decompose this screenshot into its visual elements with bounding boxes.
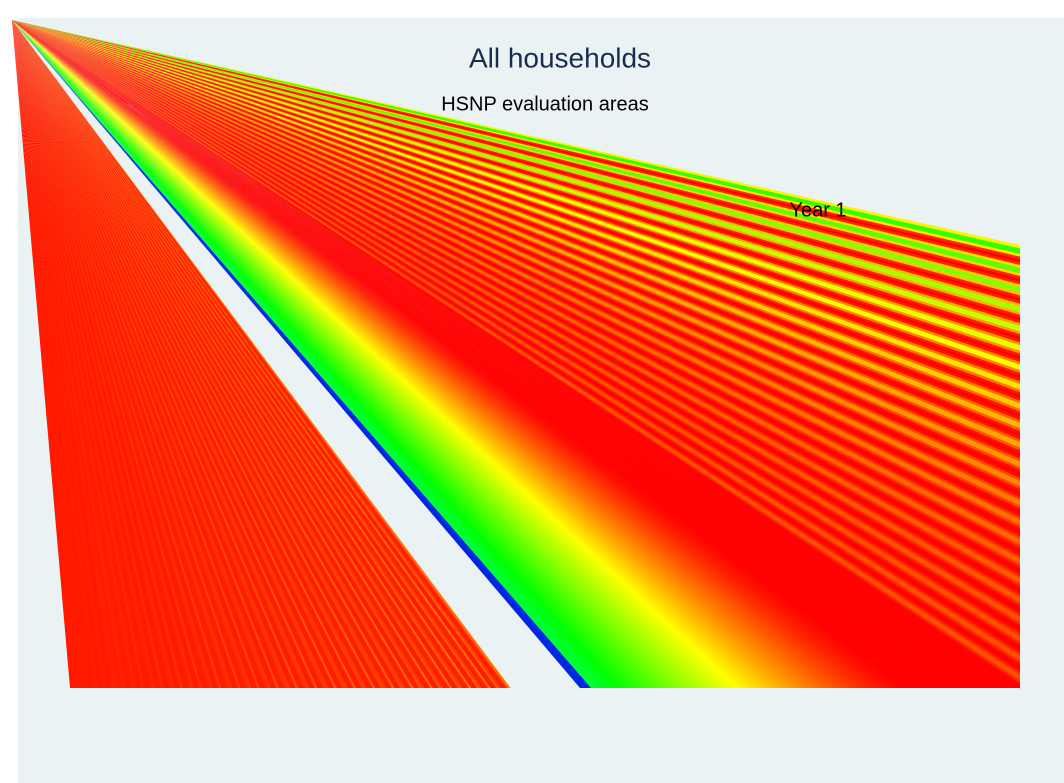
annotation: Year 1 (789, 199, 846, 221)
chart: All households HSNP evaluation areas Yea… (0, 0, 1064, 783)
chart-title: All households (469, 42, 651, 73)
page: All households HSNP evaluation areas Yea… (0, 0, 1064, 783)
chart-subtitle: HSNP evaluation areas (441, 93, 649, 115)
